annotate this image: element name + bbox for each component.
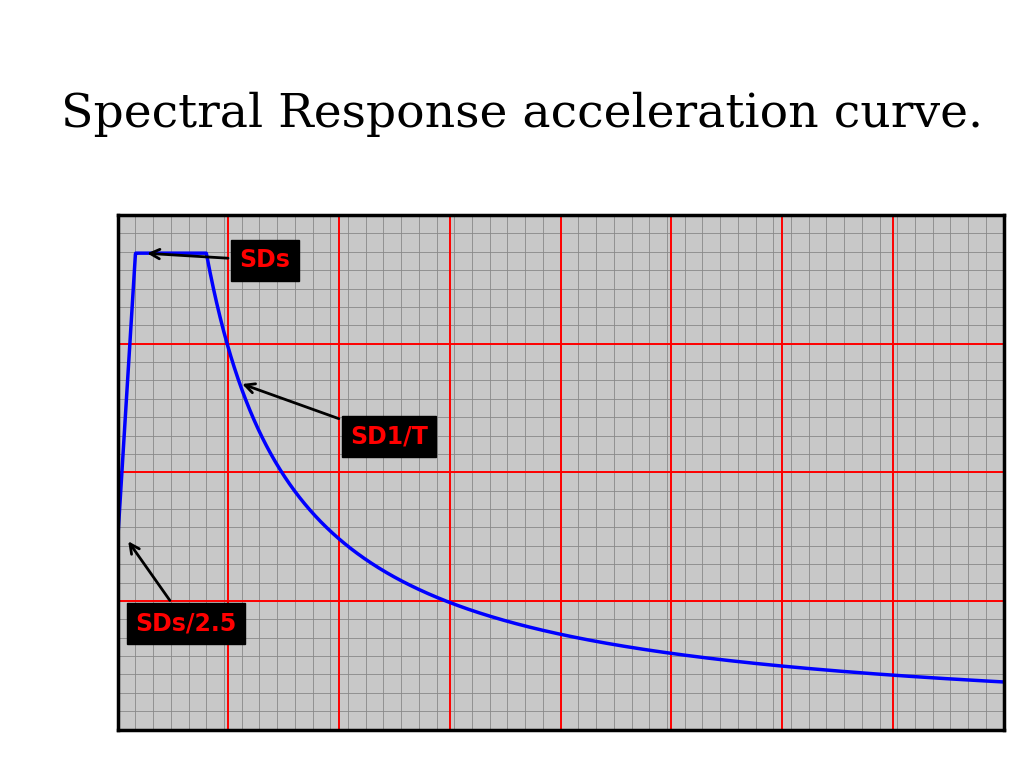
Text: SDs: SDs	[151, 249, 291, 273]
Text: SD1/T: SD1/T	[245, 384, 428, 449]
Text: Spectral Response acceleration curve.: Spectral Response acceleration curve.	[61, 92, 983, 137]
Text: SDs/2.5: SDs/2.5	[130, 544, 237, 635]
